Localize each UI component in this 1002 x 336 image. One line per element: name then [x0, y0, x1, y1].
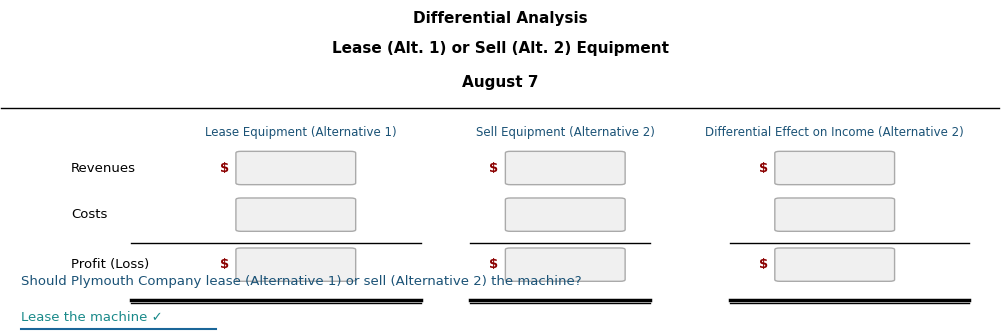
Text: Lease Equipment (Alternative 1): Lease Equipment (Alternative 1) [205, 126, 397, 139]
FancyBboxPatch shape [775, 198, 895, 231]
Text: $: $ [489, 258, 498, 271]
Text: Profit (Loss): Profit (Loss) [71, 258, 149, 271]
Text: Sell Equipment (Alternative 2): Sell Equipment (Alternative 2) [476, 126, 654, 139]
FancyBboxPatch shape [505, 198, 625, 231]
FancyBboxPatch shape [505, 151, 625, 185]
Text: $: $ [219, 162, 228, 174]
Text: $: $ [759, 258, 768, 271]
FancyBboxPatch shape [235, 248, 356, 281]
Text: Revenues: Revenues [71, 162, 136, 174]
Text: Differential Effect on Income (Alternative 2): Differential Effect on Income (Alternati… [705, 126, 964, 139]
Text: Differential Analysis: Differential Analysis [413, 11, 588, 27]
FancyBboxPatch shape [775, 248, 895, 281]
Text: Costs: Costs [71, 208, 107, 221]
FancyBboxPatch shape [505, 248, 625, 281]
Text: $: $ [759, 162, 768, 174]
Text: $: $ [219, 258, 228, 271]
Text: $: $ [489, 162, 498, 174]
Text: Should Plymouth Company lease (Alternative 1) or sell (Alternative 2) the machin: Should Plymouth Company lease (Alternati… [21, 275, 582, 288]
Text: Lease the machine ✓: Lease the machine ✓ [21, 311, 163, 324]
FancyBboxPatch shape [235, 151, 356, 185]
Text: August 7: August 7 [462, 75, 539, 90]
FancyBboxPatch shape [235, 198, 356, 231]
FancyBboxPatch shape [775, 151, 895, 185]
Text: Lease (Alt. 1) or Sell (Alt. 2) Equipment: Lease (Alt. 1) or Sell (Alt. 2) Equipmen… [332, 41, 669, 56]
